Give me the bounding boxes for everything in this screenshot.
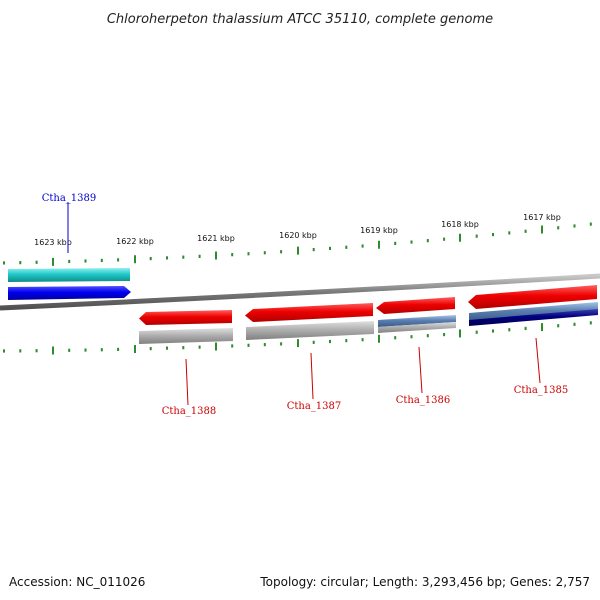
map-title: Chloroherpeton thalassium ATCC 35110, co… <box>107 12 493 27</box>
gene-ctha-1386-steel[interactable] <box>378 315 456 327</box>
cds-ctha-1387[interactable] <box>245 303 373 322</box>
scale-label-1621: 1621 kbp <box>197 234 235 243</box>
scale-label-1622: 1622 kbp <box>116 237 154 246</box>
gene-labels: Ctha_1389 Ctha_1388 Ctha_1387 Ctha_1386 … <box>42 193 569 417</box>
gene-label-ctha-1386[interactable]: Ctha_1386 <box>396 395 451 406</box>
genome-backbone <box>0 273 600 311</box>
gene-ctha-1385-steel[interactable] <box>469 302 598 321</box>
leader-ctha-1386 <box>418 346 423 394</box>
cds-ctha-1385[interactable] <box>468 285 597 309</box>
upper-tick-row <box>3 222 592 266</box>
gene-ctha-1386-gray[interactable] <box>378 322 456 333</box>
gene-leader-lines <box>67 202 541 406</box>
scale-label-1617: 1617 kbp <box>523 213 561 222</box>
reverse-strand-features <box>139 285 598 344</box>
accession-text: Accession: NC_011026 <box>9 575 145 589</box>
gene-ctha-1389[interactable] <box>8 268 130 282</box>
scale-label-1620: 1620 kbp <box>279 231 317 240</box>
gene-label-ctha-1385[interactable]: Ctha_1385 <box>514 385 569 396</box>
forward-strand-features <box>8 268 131 300</box>
cds-ctha-1388[interactable] <box>139 310 232 325</box>
gene-label-ctha-1388[interactable]: Ctha_1388 <box>162 406 217 417</box>
gene-label-ctha-1387[interactable]: Ctha_1387 <box>287 401 342 412</box>
leader-ctha-1385 <box>535 337 541 384</box>
cds-ctha-1389[interactable] <box>8 286 131 300</box>
scale-label-1623: 1623 kbp <box>34 238 72 247</box>
scale-labels: 1623 kbp 1622 kbp 1621 kbp 1620 kbp 1619… <box>34 213 561 247</box>
topology-text: Topology: circular; Length: 3,293,456 bp… <box>259 575 590 589</box>
scale-label-1618: 1618 kbp <box>441 220 479 229</box>
leader-ctha-1388 <box>185 358 189 406</box>
leader-ctha-1387 <box>310 352 314 400</box>
scale-label-1619: 1619 kbp <box>360 226 398 235</box>
cds-ctha-1386[interactable] <box>376 297 455 314</box>
gene-ctha-1387[interactable] <box>246 321 374 340</box>
gene-label-ctha-1389[interactable]: Ctha_1389 <box>42 193 97 204</box>
gene-ctha-1385-navy[interactable] <box>469 309 598 326</box>
gene-ctha-1388[interactable] <box>139 328 233 344</box>
lower-tick-row <box>3 321 592 355</box>
